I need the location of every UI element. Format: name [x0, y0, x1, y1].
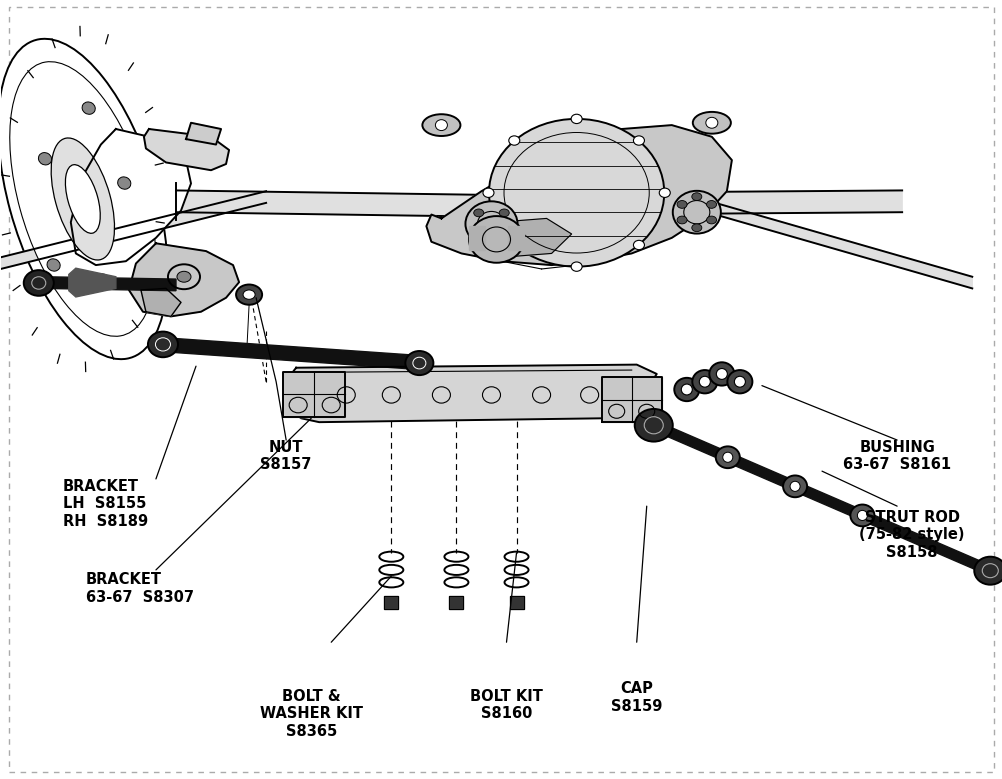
Ellipse shape [405, 351, 433, 375]
Ellipse shape [973, 557, 1002, 585]
Polygon shape [384, 596, 398, 608]
Circle shape [691, 224, 701, 231]
Ellipse shape [96, 274, 109, 286]
Polygon shape [71, 129, 190, 265]
Ellipse shape [51, 138, 114, 260]
Ellipse shape [698, 376, 709, 387]
Ellipse shape [850, 505, 874, 527]
Ellipse shape [715, 368, 726, 379]
Ellipse shape [435, 120, 447, 131]
Text: NUT
S8157: NUT S8157 [261, 440, 312, 472]
Ellipse shape [692, 112, 730, 134]
Ellipse shape [857, 510, 867, 520]
Ellipse shape [733, 376, 744, 387]
Circle shape [499, 231, 509, 238]
Ellipse shape [117, 177, 130, 189]
Text: BUSHING
63-67  S8161: BUSHING 63-67 S8161 [843, 440, 950, 472]
Ellipse shape [570, 262, 581, 271]
Polygon shape [650, 421, 992, 575]
Text: BOLT KIT
S8160: BOLT KIT S8160 [470, 689, 542, 721]
Ellipse shape [783, 475, 807, 497]
Text: BOLT &
WASHER KIT
S8365: BOLT & WASHER KIT S8365 [260, 689, 363, 738]
Ellipse shape [0, 39, 167, 359]
Text: BRACKET
63-67  S8307: BRACKET 63-67 S8307 [86, 573, 193, 605]
Polygon shape [129, 243, 238, 316]
Polygon shape [601, 377, 661, 422]
Ellipse shape [508, 241, 519, 249]
Ellipse shape [673, 378, 698, 401]
Ellipse shape [422, 115, 460, 136]
Ellipse shape [489, 119, 663, 266]
Ellipse shape [465, 201, 517, 246]
Ellipse shape [726, 370, 752, 393]
Ellipse shape [633, 136, 644, 145]
Polygon shape [701, 199, 971, 288]
Ellipse shape [24, 270, 54, 296]
Polygon shape [469, 226, 485, 249]
Ellipse shape [715, 446, 739, 468]
Ellipse shape [634, 409, 672, 442]
Polygon shape [426, 125, 731, 265]
Circle shape [176, 271, 190, 282]
Circle shape [473, 231, 483, 238]
Text: STRUT ROD
(75-82 style)
S8158: STRUT ROD (75-82 style) S8158 [859, 510, 964, 560]
Circle shape [676, 216, 686, 224]
Ellipse shape [672, 191, 720, 234]
Polygon shape [140, 288, 180, 316]
Ellipse shape [38, 153, 51, 165]
Ellipse shape [508, 136, 519, 145]
Polygon shape [285, 365, 656, 422]
Polygon shape [507, 226, 523, 249]
Ellipse shape [469, 216, 523, 263]
Polygon shape [44, 277, 175, 291]
Polygon shape [496, 218, 571, 257]
Text: BRACKET
LH  S8155
RH  S8189: BRACKET LH S8155 RH S8189 [63, 479, 147, 529]
Circle shape [243, 344, 252, 350]
Polygon shape [509, 596, 523, 608]
Circle shape [242, 290, 255, 299]
Ellipse shape [147, 332, 177, 358]
Polygon shape [185, 123, 220, 145]
Ellipse shape [658, 188, 669, 197]
Text: CAP
S8159: CAP S8159 [610, 681, 661, 714]
Circle shape [705, 200, 715, 208]
Circle shape [691, 192, 701, 200]
Circle shape [676, 200, 686, 208]
Ellipse shape [633, 241, 644, 249]
Ellipse shape [691, 370, 716, 393]
Ellipse shape [47, 259, 60, 271]
Circle shape [705, 216, 715, 224]
Ellipse shape [82, 102, 95, 115]
Polygon shape [1, 191, 266, 269]
Polygon shape [69, 268, 116, 297]
Ellipse shape [790, 481, 800, 492]
Ellipse shape [722, 452, 732, 462]
Polygon shape [449, 596, 463, 608]
Polygon shape [175, 190, 501, 217]
Polygon shape [143, 129, 228, 171]
Ellipse shape [680, 384, 691, 395]
Ellipse shape [65, 164, 100, 233]
Circle shape [235, 284, 262, 305]
Polygon shape [691, 190, 901, 213]
Polygon shape [283, 372, 345, 417]
Circle shape [499, 209, 509, 217]
Ellipse shape [705, 118, 717, 129]
Polygon shape [158, 337, 417, 369]
Ellipse shape [708, 362, 733, 386]
Circle shape [473, 209, 483, 217]
Ellipse shape [483, 188, 494, 197]
Ellipse shape [10, 62, 155, 337]
Ellipse shape [570, 115, 581, 124]
